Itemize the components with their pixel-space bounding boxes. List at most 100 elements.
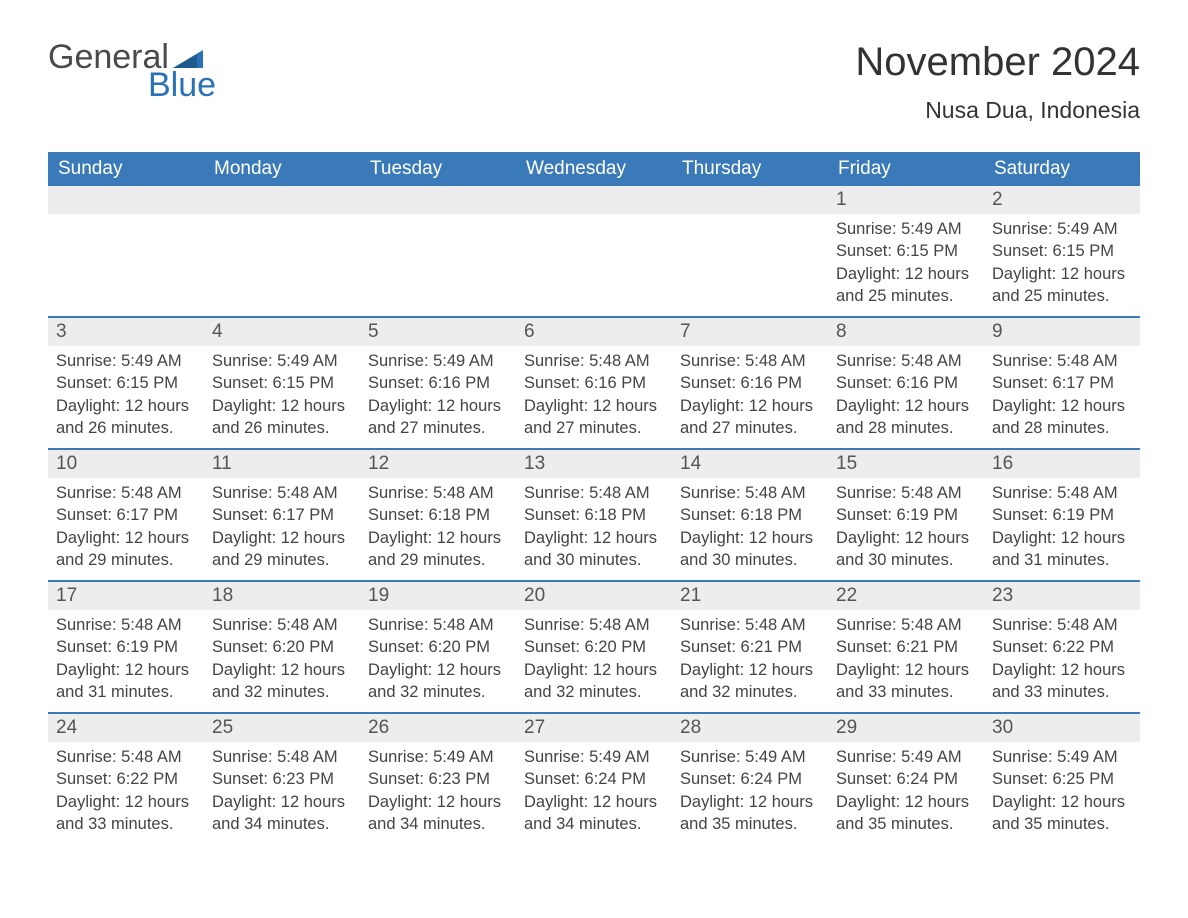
title-block: November 2024 Nusa Dua, Indonesia bbox=[855, 40, 1140, 124]
day-cell: 29Sunrise: 5:49 AMSunset: 6:24 PMDayligh… bbox=[828, 714, 984, 844]
sunset-line: Sunset: 6:21 PM bbox=[680, 636, 820, 658]
sunset-line: Sunset: 6:23 PM bbox=[368, 768, 508, 790]
sunrise-line: Sunrise: 5:49 AM bbox=[992, 218, 1132, 240]
sunset-line: Sunset: 6:17 PM bbox=[56, 504, 196, 526]
day-number: 7 bbox=[672, 318, 828, 346]
daylight-line: Daylight: 12 hours and 31 minutes. bbox=[56, 659, 196, 704]
daylight-line: Daylight: 12 hours and 32 minutes. bbox=[524, 659, 664, 704]
day-body: Sunrise: 5:48 AMSunset: 6:20 PMDaylight:… bbox=[516, 610, 672, 711]
day-cell: 18Sunrise: 5:48 AMSunset: 6:20 PMDayligh… bbox=[204, 582, 360, 712]
sunrise-line: Sunrise: 5:48 AM bbox=[836, 482, 976, 504]
day-number: 14 bbox=[672, 450, 828, 478]
day-number: 13 bbox=[516, 450, 672, 478]
day-header: Wednesday bbox=[516, 152, 672, 186]
daylight-line: Daylight: 12 hours and 29 minutes. bbox=[56, 527, 196, 572]
day-cell: 12Sunrise: 5:48 AMSunset: 6:18 PMDayligh… bbox=[360, 450, 516, 580]
day-cell bbox=[516, 186, 672, 316]
sunset-line: Sunset: 6:15 PM bbox=[836, 240, 976, 262]
day-cell: 6Sunrise: 5:48 AMSunset: 6:16 PMDaylight… bbox=[516, 318, 672, 448]
day-number: 30 bbox=[984, 714, 1140, 742]
sunset-line: Sunset: 6:16 PM bbox=[368, 372, 508, 394]
logo-text-blue: Blue bbox=[148, 68, 216, 102]
logo: General Blue bbox=[48, 40, 216, 102]
daylight-line: Daylight: 12 hours and 32 minutes. bbox=[212, 659, 352, 704]
day-cell bbox=[204, 186, 360, 316]
daylight-line: Daylight: 12 hours and 32 minutes. bbox=[680, 659, 820, 704]
day-header: Sunday bbox=[48, 152, 204, 186]
daylight-line: Daylight: 12 hours and 35 minutes. bbox=[992, 791, 1132, 836]
daylight-line: Daylight: 12 hours and 25 minutes. bbox=[836, 263, 976, 308]
sunrise-line: Sunrise: 5:48 AM bbox=[524, 482, 664, 504]
daylight-line: Daylight: 12 hours and 34 minutes. bbox=[524, 791, 664, 836]
sunrise-line: Sunrise: 5:48 AM bbox=[212, 746, 352, 768]
day-cell: 25Sunrise: 5:48 AMSunset: 6:23 PMDayligh… bbox=[204, 714, 360, 844]
day-header: Friday bbox=[828, 152, 984, 186]
day-number: 29 bbox=[828, 714, 984, 742]
day-cell: 1Sunrise: 5:49 AMSunset: 6:15 PMDaylight… bbox=[828, 186, 984, 316]
day-number: 23 bbox=[984, 582, 1140, 610]
day-body: Sunrise: 5:48 AMSunset: 6:16 PMDaylight:… bbox=[828, 346, 984, 447]
day-number: 3 bbox=[48, 318, 204, 346]
day-cell bbox=[672, 186, 828, 316]
sunset-line: Sunset: 6:18 PM bbox=[368, 504, 508, 526]
day-header: Saturday bbox=[984, 152, 1140, 186]
daylight-line: Daylight: 12 hours and 27 minutes. bbox=[368, 395, 508, 440]
sunrise-line: Sunrise: 5:48 AM bbox=[524, 350, 664, 372]
day-number: 18 bbox=[204, 582, 360, 610]
calendar: SundayMondayTuesdayWednesdayThursdayFrid… bbox=[48, 152, 1140, 844]
daylight-line: Daylight: 12 hours and 34 minutes. bbox=[212, 791, 352, 836]
day-body: Sunrise: 5:48 AMSunset: 6:16 PMDaylight:… bbox=[672, 346, 828, 447]
sunset-line: Sunset: 6:17 PM bbox=[992, 372, 1132, 394]
day-body: Sunrise: 5:48 AMSunset: 6:19 PMDaylight:… bbox=[48, 610, 204, 711]
sunset-line: Sunset: 6:19 PM bbox=[992, 504, 1132, 526]
day-cell: 9Sunrise: 5:48 AMSunset: 6:17 PMDaylight… bbox=[984, 318, 1140, 448]
sunrise-line: Sunrise: 5:48 AM bbox=[680, 614, 820, 636]
sunset-line: Sunset: 6:20 PM bbox=[524, 636, 664, 658]
day-body: Sunrise: 5:48 AMSunset: 6:19 PMDaylight:… bbox=[984, 478, 1140, 579]
day-number: 19 bbox=[360, 582, 516, 610]
sunrise-line: Sunrise: 5:49 AM bbox=[368, 350, 508, 372]
sunset-line: Sunset: 6:21 PM bbox=[836, 636, 976, 658]
day-cell: 2Sunrise: 5:49 AMSunset: 6:15 PMDaylight… bbox=[984, 186, 1140, 316]
sunrise-line: Sunrise: 5:48 AM bbox=[836, 614, 976, 636]
sunrise-line: Sunrise: 5:49 AM bbox=[212, 350, 352, 372]
day-cell: 5Sunrise: 5:49 AMSunset: 6:16 PMDaylight… bbox=[360, 318, 516, 448]
day-body: Sunrise: 5:49 AMSunset: 6:24 PMDaylight:… bbox=[516, 742, 672, 843]
day-body: Sunrise: 5:48 AMSunset: 6:22 PMDaylight:… bbox=[48, 742, 204, 843]
sunrise-line: Sunrise: 5:48 AM bbox=[56, 482, 196, 504]
daylight-line: Daylight: 12 hours and 28 minutes. bbox=[992, 395, 1132, 440]
day-cell: 11Sunrise: 5:48 AMSunset: 6:17 PMDayligh… bbox=[204, 450, 360, 580]
week-row: 1Sunrise: 5:49 AMSunset: 6:15 PMDaylight… bbox=[48, 186, 1140, 316]
day-body: Sunrise: 5:48 AMSunset: 6:19 PMDaylight:… bbox=[828, 478, 984, 579]
day-number: 25 bbox=[204, 714, 360, 742]
day-number bbox=[48, 186, 204, 214]
day-body: Sunrise: 5:49 AMSunset: 6:23 PMDaylight:… bbox=[360, 742, 516, 843]
sunset-line: Sunset: 6:22 PM bbox=[56, 768, 196, 790]
sunset-line: Sunset: 6:18 PM bbox=[524, 504, 664, 526]
week-row: 3Sunrise: 5:49 AMSunset: 6:15 PMDaylight… bbox=[48, 316, 1140, 448]
week-row: 17Sunrise: 5:48 AMSunset: 6:19 PMDayligh… bbox=[48, 580, 1140, 712]
sunset-line: Sunset: 6:16 PM bbox=[524, 372, 664, 394]
sunset-line: Sunset: 6:15 PM bbox=[56, 372, 196, 394]
day-body: Sunrise: 5:49 AMSunset: 6:25 PMDaylight:… bbox=[984, 742, 1140, 843]
sunset-line: Sunset: 6:19 PM bbox=[836, 504, 976, 526]
location-label: Nusa Dua, Indonesia bbox=[855, 97, 1140, 124]
day-body: Sunrise: 5:49 AMSunset: 6:24 PMDaylight:… bbox=[672, 742, 828, 843]
day-body: Sunrise: 5:48 AMSunset: 6:23 PMDaylight:… bbox=[204, 742, 360, 843]
day-cell: 19Sunrise: 5:48 AMSunset: 6:20 PMDayligh… bbox=[360, 582, 516, 712]
day-header: Monday bbox=[204, 152, 360, 186]
day-number: 21 bbox=[672, 582, 828, 610]
week-row: 10Sunrise: 5:48 AMSunset: 6:17 PMDayligh… bbox=[48, 448, 1140, 580]
sunrise-line: Sunrise: 5:48 AM bbox=[836, 350, 976, 372]
day-body: Sunrise: 5:49 AMSunset: 6:15 PMDaylight:… bbox=[984, 214, 1140, 315]
sunrise-line: Sunrise: 5:49 AM bbox=[680, 746, 820, 768]
sunset-line: Sunset: 6:15 PM bbox=[212, 372, 352, 394]
day-number: 1 bbox=[828, 186, 984, 214]
day-cell: 23Sunrise: 5:48 AMSunset: 6:22 PMDayligh… bbox=[984, 582, 1140, 712]
sunset-line: Sunset: 6:22 PM bbox=[992, 636, 1132, 658]
daylight-line: Daylight: 12 hours and 29 minutes. bbox=[212, 527, 352, 572]
day-number: 8 bbox=[828, 318, 984, 346]
sunrise-line: Sunrise: 5:48 AM bbox=[56, 614, 196, 636]
day-body: Sunrise: 5:48 AMSunset: 6:17 PMDaylight:… bbox=[204, 478, 360, 579]
daylight-line: Daylight: 12 hours and 30 minutes. bbox=[680, 527, 820, 572]
